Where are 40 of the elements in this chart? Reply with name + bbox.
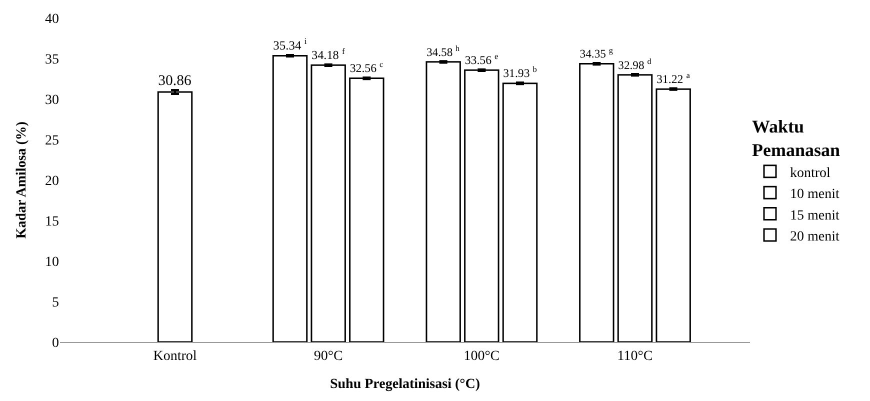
x-axis-title: Suhu Pregelatinisasi (°C) <box>330 377 480 392</box>
bar <box>349 78 384 342</box>
x-tick-label: 90°C <box>314 348 343 364</box>
bar <box>310 64 346 342</box>
x-tick-label: Kontrol <box>153 348 197 364</box>
data-label: 34.35$^{g}$ <box>580 46 613 61</box>
legend-label: 15 menit <box>790 208 840 224</box>
y-axis-title: Kadar Amilosa (%) <box>14 121 30 239</box>
y-tick-label: 25 <box>45 133 59 148</box>
data-label: 30.86 <box>158 73 192 90</box>
y-tick-label: 0 <box>52 336 59 351</box>
bar <box>464 69 500 342</box>
data-label: 34.18$^{f}$ <box>311 46 345 62</box>
bar <box>656 88 691 342</box>
bar <box>157 91 193 342</box>
data-label: 32.56$^{c}$ <box>350 60 384 76</box>
legend-title: Waktu Pemanasan <box>752 116 840 160</box>
data-label: 31.22$^{a}$ <box>656 70 690 86</box>
x-tick-label: 110°C <box>617 348 653 364</box>
bar <box>617 74 653 342</box>
bar <box>272 55 308 342</box>
data-label: 31.93$^{b}$ <box>503 65 537 80</box>
y-tick-label: 20 <box>45 174 59 189</box>
bar <box>426 61 461 342</box>
y-tick-label: 40 <box>45 12 59 27</box>
y-tick-label: 30 <box>45 92 59 108</box>
data-label: 33.56$^{e}$ <box>464 52 499 67</box>
legend-label: kontrol <box>790 166 831 181</box>
y-tick-label: 5 <box>52 295 59 310</box>
bar <box>579 63 614 342</box>
y-tick-label: 15 <box>45 214 59 230</box>
y-tick-label: 10 <box>45 254 59 270</box>
legend-label: 20 menit <box>790 229 840 244</box>
data-label: 32.98$^{d}$ <box>618 56 652 72</box>
x-tick-label: 100°C <box>464 348 500 364</box>
data-label: 34.58$^{h}$ <box>426 44 460 59</box>
bar <box>502 82 538 342</box>
data-label: 35.34$^{i}$ <box>273 36 308 52</box>
y-tick-label: 35 <box>45 52 59 68</box>
legend-label: 10 menit <box>790 187 840 202</box>
